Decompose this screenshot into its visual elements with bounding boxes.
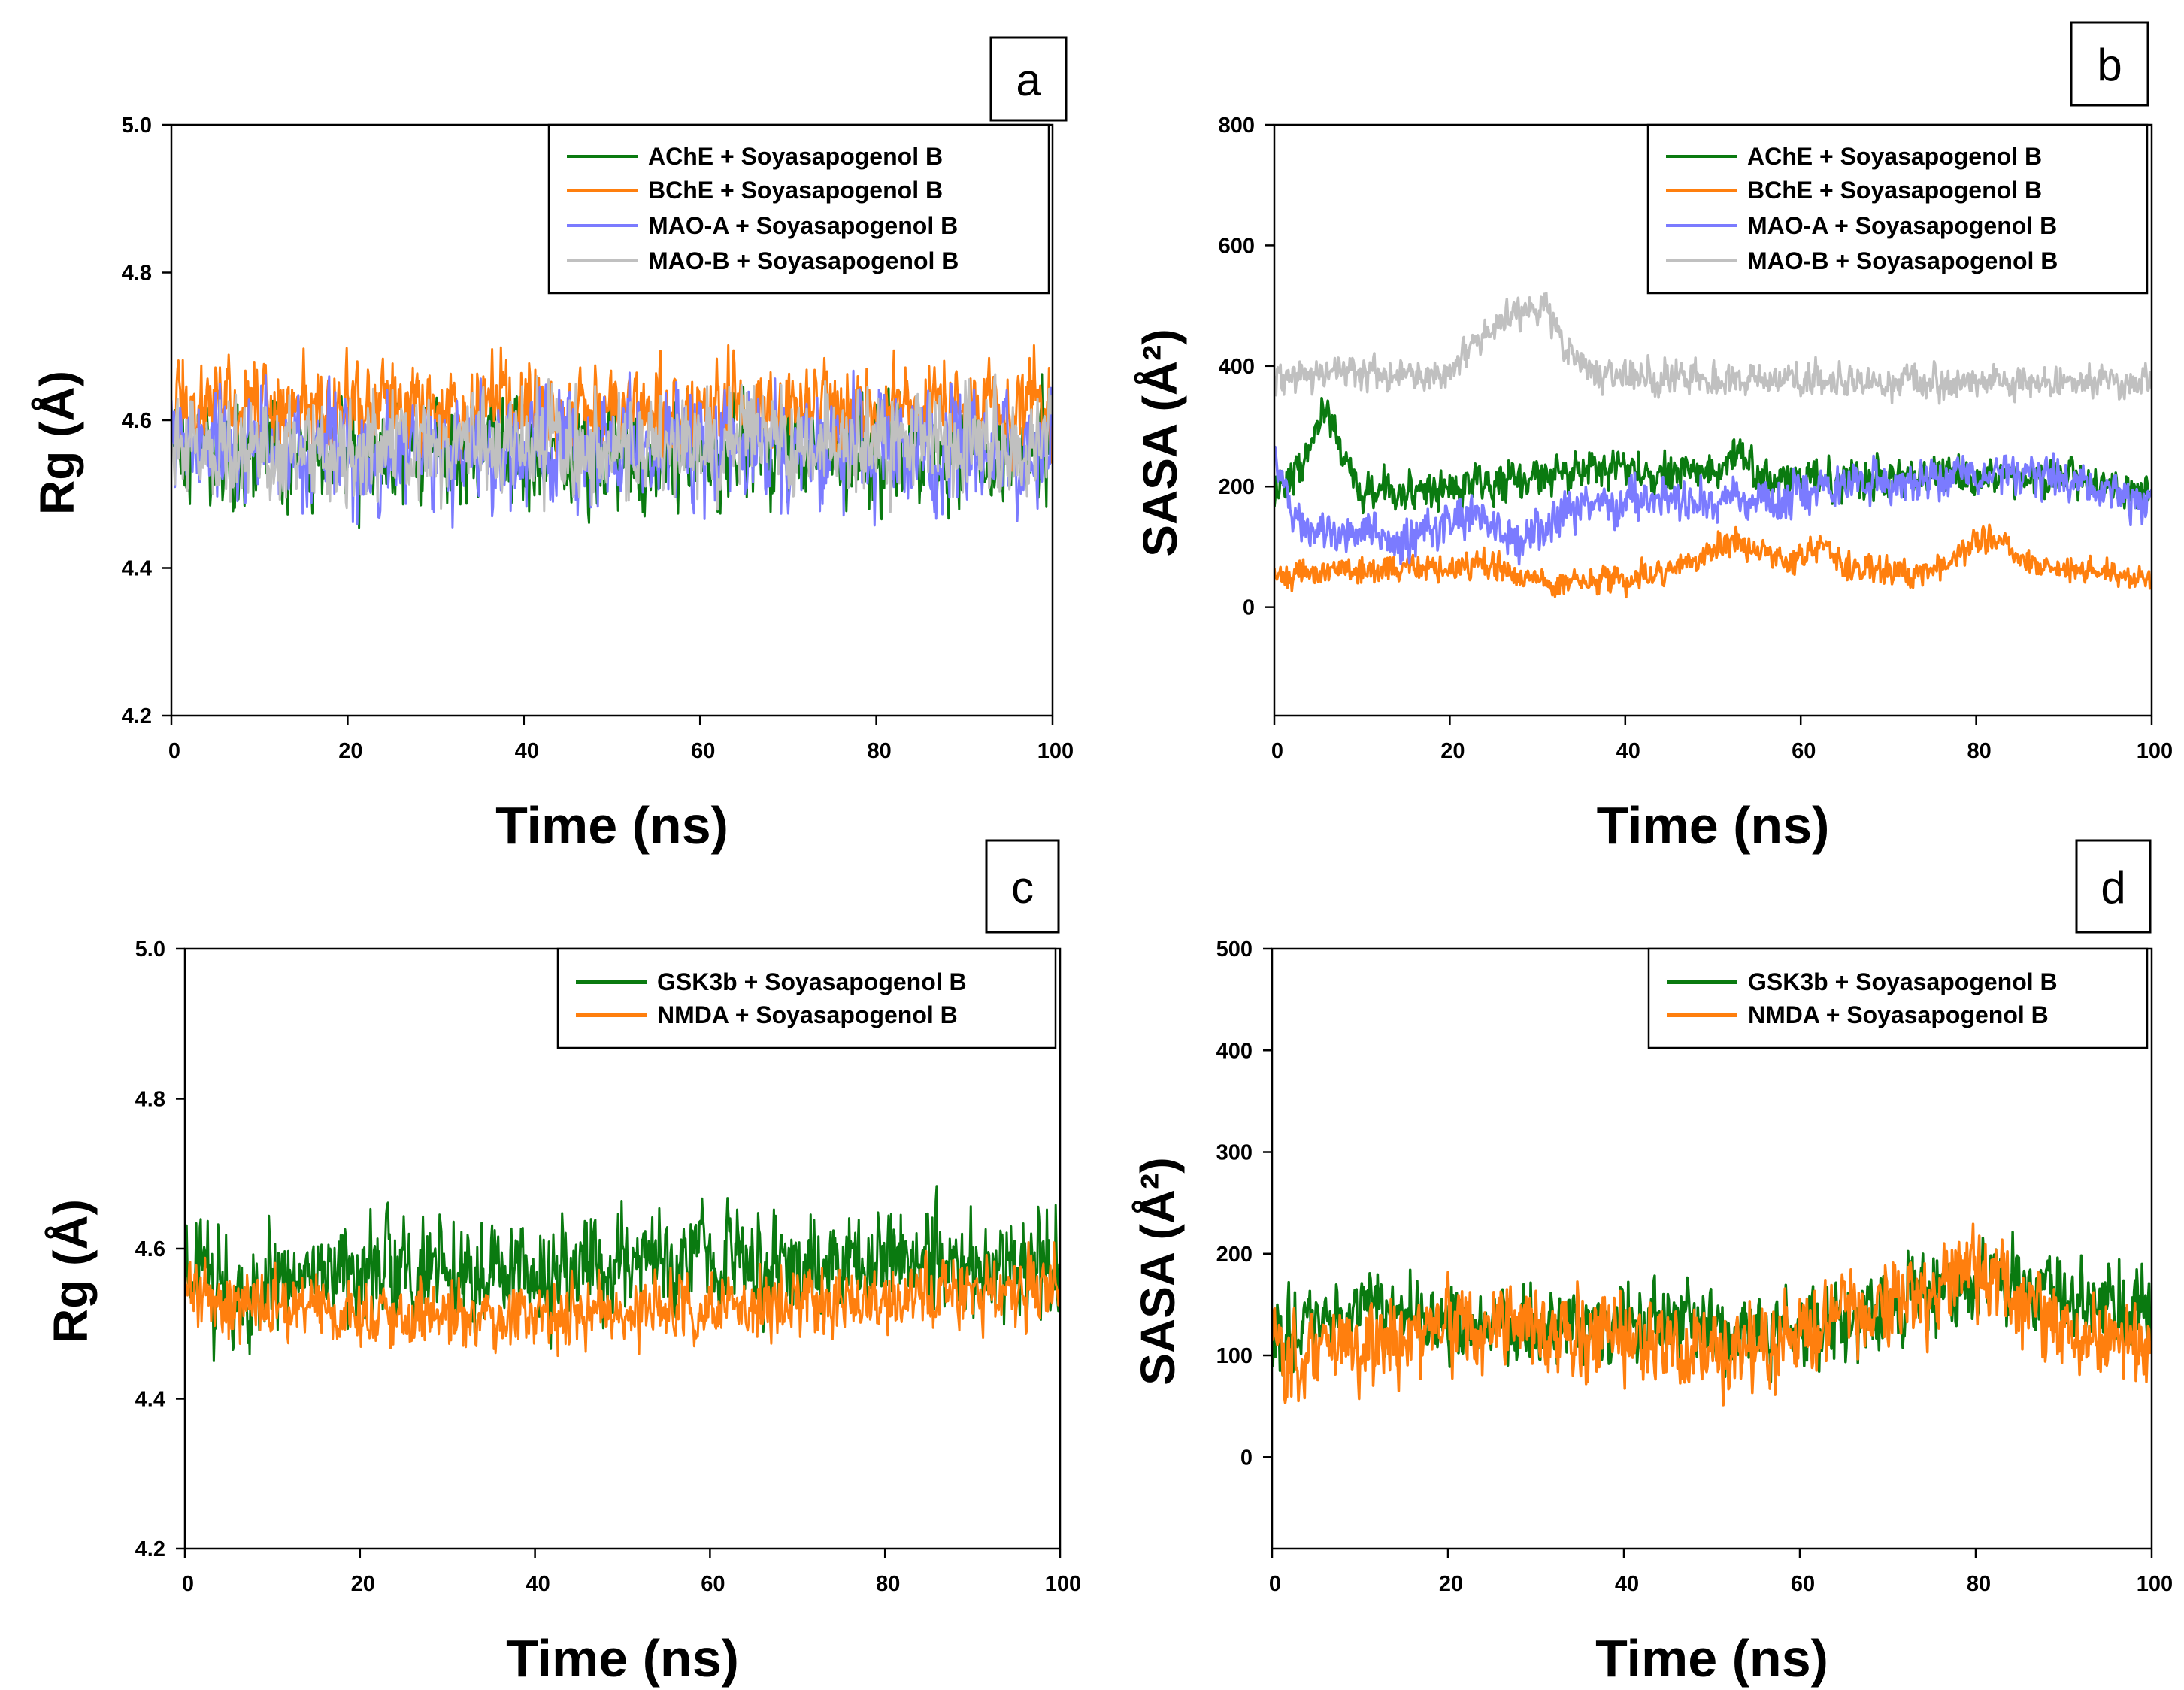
series-group bbox=[1274, 291, 2152, 599]
x-tick-label: 60 bbox=[701, 1572, 725, 1596]
x-tick-label: 0 bbox=[1269, 1572, 1281, 1596]
legend-box bbox=[556, 947, 1057, 1049]
x-tick-label: 40 bbox=[1615, 1572, 1639, 1596]
panel-label: c bbox=[1011, 862, 1034, 913]
y-tick-label: 600 bbox=[1219, 234, 1255, 258]
legend-entry-label: AChE + Soyasapogenol B bbox=[648, 143, 943, 170]
y-axis-label: SASA (Å²) bbox=[1131, 1157, 1185, 1385]
y-tick-label: 4.4 bbox=[135, 1388, 165, 1412]
legend-entry-label: GSK3b + Soyasapogenol B bbox=[1748, 968, 2058, 995]
y-tick-label: 0 bbox=[1243, 596, 1255, 620]
y-tick-label: 0 bbox=[1240, 1446, 1253, 1470]
y-axis-label: Rg (Å) bbox=[44, 1199, 98, 1343]
panel-label-box bbox=[989, 36, 1068, 122]
legend-entry-label: AChE + Soyasapogenol B bbox=[1747, 143, 2042, 170]
y-tick-label: 400 bbox=[1216, 1039, 1253, 1063]
y-tick-label: 200 bbox=[1219, 475, 1255, 499]
y-tick-label: 500 bbox=[1216, 937, 1253, 962]
y-tick-label: 4.2 bbox=[135, 1537, 165, 1561]
y-axis-label: SASA (Å²) bbox=[1133, 329, 1187, 556]
y-tick-label: 400 bbox=[1219, 355, 1255, 379]
x-tick-label: 20 bbox=[351, 1572, 375, 1596]
series-line-nmda bbox=[185, 1241, 1060, 1358]
y-tick-label: 4.2 bbox=[122, 704, 152, 728]
series-group bbox=[1272, 1222, 2152, 1407]
chart-panel-d: 0 100 200 300 400 500 0 20 40 60 80 100 Time (ns) SAS… bbox=[1131, 839, 2173, 1688]
series-line-mao-b bbox=[171, 373, 1053, 513]
x-axis-label: Time (ns) bbox=[1595, 1629, 1828, 1688]
legend-entry-label: NMDA + Soyasapogenol B bbox=[657, 1001, 958, 1028]
series-group bbox=[171, 344, 1053, 529]
x-tick-label: 80 bbox=[867, 739, 891, 763]
series-line-mao-a bbox=[1274, 445, 2152, 566]
y-tick-label: 200 bbox=[1216, 1243, 1253, 1267]
legend-entry-label: BChE + Soyasapogenol B bbox=[648, 177, 943, 204]
x-axis-label: Time (ns) bbox=[506, 1629, 739, 1688]
x-tick-label: 80 bbox=[1967, 1572, 1991, 1596]
legend-box bbox=[1647, 947, 2149, 1049]
legend-box bbox=[547, 123, 1050, 295]
series-line-bche bbox=[1274, 523, 2152, 599]
y-tick-label: 4.6 bbox=[122, 409, 152, 433]
x-tick-label: 0 bbox=[182, 1572, 194, 1596]
y-tick-label: 5.0 bbox=[135, 937, 165, 962]
y-tick-label: 300 bbox=[1216, 1141, 1253, 1165]
series-line-mao-b bbox=[1274, 291, 2152, 405]
chart-panel-c: 4.2 4.4 4.6 4.8 5.0 0 20 40 60 80 100 Time (ns) Rg (… bbox=[44, 839, 1081, 1688]
x-tick-label: 100 bbox=[1037, 739, 1074, 763]
x-tick-label: 20 bbox=[1439, 1572, 1463, 1596]
legend-entry-label: MAO-A + Soyasapogenol B bbox=[648, 212, 958, 239]
series-group bbox=[185, 1185, 1060, 1362]
x-tick-label: 40 bbox=[515, 739, 539, 763]
x-tick-label: 60 bbox=[691, 739, 715, 763]
y-tick-label: 4.8 bbox=[135, 1088, 165, 1112]
y-tick-label: 100 bbox=[1216, 1344, 1253, 1368]
x-tick-label: 60 bbox=[1791, 1572, 1815, 1596]
series-line-gsk3b bbox=[185, 1185, 1060, 1362]
legend-entry-label: BChE + Soyasapogenol B bbox=[1747, 177, 2042, 204]
chart-root: 4.2 4.4 4.6 4.8 5.0 0 20 40 60 80 100 Time (ns) Rg (… bbox=[30, 21, 2173, 1688]
legend-entry-label: MAO-B + Soyasapogenol B bbox=[648, 247, 959, 274]
x-tick-label: 40 bbox=[526, 1572, 550, 1596]
legend-entry-label: GSK3b + Soyasapogenol B bbox=[657, 968, 967, 995]
legend-entry-label: MAO-B + Soyasapogenol B bbox=[1747, 247, 2058, 274]
x-axis-label: Time (ns) bbox=[1597, 796, 1830, 855]
chart-panel-a: 4.2 4.4 4.6 4.8 5.0 0 20 40 60 80 100 Time (ns) Rg (… bbox=[30, 36, 1074, 855]
y-tick-label: 5.0 bbox=[122, 114, 152, 138]
x-tick-label: 0 bbox=[168, 739, 180, 763]
x-tick-label: 20 bbox=[1440, 739, 1465, 763]
legend-entry-label: MAO-A + Soyasapogenol B bbox=[1747, 212, 2057, 239]
panel-label: d bbox=[2101, 862, 2125, 913]
y-tick-label: 800 bbox=[1219, 114, 1255, 138]
x-tick-label: 60 bbox=[1792, 739, 1816, 763]
x-tick-label: 100 bbox=[2137, 739, 2173, 763]
x-tick-label: 100 bbox=[1045, 1572, 1081, 1596]
x-tick-label: 100 bbox=[2137, 1572, 2173, 1596]
legend-box bbox=[1646, 123, 2149, 295]
y-axis-label: Rg (Å) bbox=[30, 371, 84, 515]
x-tick-label: 0 bbox=[1271, 739, 1283, 763]
series-line-nmda bbox=[1272, 1222, 2152, 1407]
panel-label-box bbox=[2070, 21, 2149, 107]
y-tick-label: 4.6 bbox=[135, 1237, 165, 1261]
x-tick-label: 80 bbox=[1967, 739, 1991, 763]
chart-panel-b: 0 200 400 600 800 0 20 40 60 80 100 Time (ns) SASA (… bbox=[1133, 21, 2173, 855]
y-tick-label: 4.4 bbox=[122, 557, 152, 581]
x-tick-label: 20 bbox=[338, 739, 362, 763]
panel-label: b bbox=[2097, 40, 2122, 90]
x-tick-label: 80 bbox=[876, 1572, 900, 1596]
legend-entry-label: NMDA + Soyasapogenol B bbox=[1748, 1001, 2049, 1028]
x-tick-label: 40 bbox=[1616, 739, 1640, 763]
x-axis-label: Time (ns) bbox=[495, 796, 729, 855]
panel-label: a bbox=[1016, 55, 1041, 105]
panel-label-box bbox=[985, 839, 1060, 934]
y-tick-label: 4.8 bbox=[122, 262, 152, 286]
panel-label-box bbox=[2075, 839, 2152, 934]
